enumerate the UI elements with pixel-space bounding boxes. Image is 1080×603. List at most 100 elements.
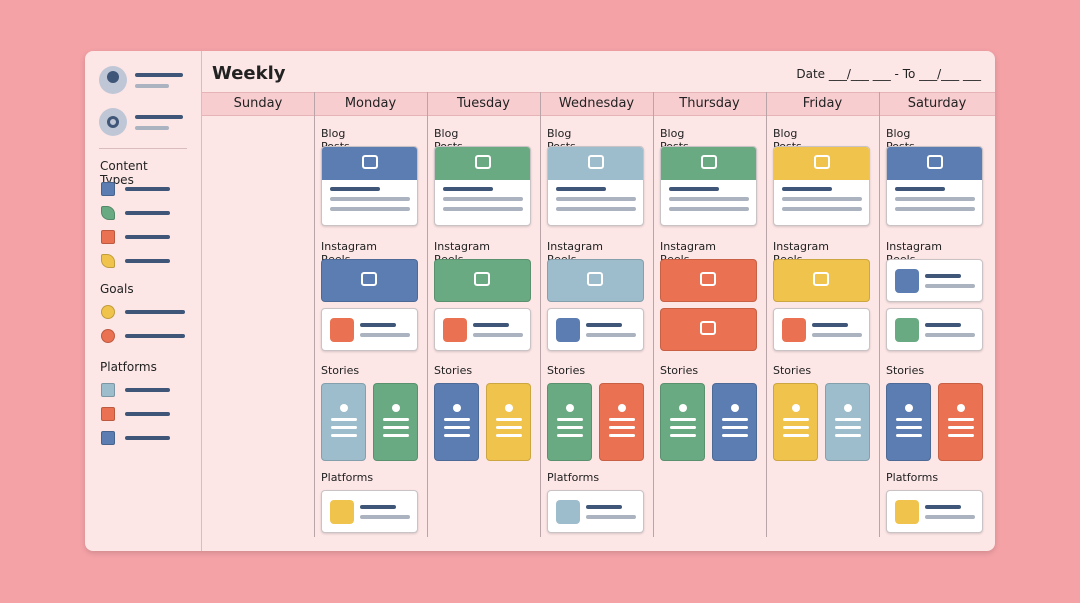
column-divider <box>653 92 654 537</box>
blog-card <box>547 146 644 226</box>
card-bar <box>586 515 636 519</box>
story-line <box>383 418 409 421</box>
story-dot <box>566 404 574 412</box>
story-line <box>557 418 583 421</box>
legend-swatch <box>101 254 115 268</box>
story-line <box>783 434 809 437</box>
reel-card <box>660 308 757 351</box>
story-dot <box>453 404 461 412</box>
story-line <box>609 426 635 429</box>
card-bar <box>812 323 848 327</box>
card <box>321 308 418 351</box>
story-dot <box>905 404 913 412</box>
story-dot <box>792 404 800 412</box>
story-line <box>496 418 522 421</box>
card-bar <box>925 284 975 288</box>
card-bar <box>586 333 636 337</box>
section-label: Stories <box>547 364 586 377</box>
card-bar <box>895 207 975 211</box>
blog-card <box>434 146 531 226</box>
story-line <box>896 418 922 421</box>
title: Weekly <box>212 63 286 84</box>
card-icon <box>700 321 716 335</box>
column-divider <box>766 92 767 537</box>
story-line <box>896 434 922 437</box>
story-line <box>670 434 696 437</box>
card-icon <box>556 318 580 342</box>
legend-bar <box>125 334 185 338</box>
card-icon <box>556 500 580 524</box>
card-bar <box>782 207 862 211</box>
story-card <box>547 383 592 461</box>
card-icon <box>474 272 490 286</box>
legend-swatch <box>101 230 115 244</box>
story-line <box>557 426 583 429</box>
story-dot <box>731 404 739 412</box>
card-icon <box>588 155 604 169</box>
card-icon <box>330 500 354 524</box>
blog-card <box>886 146 983 226</box>
legend-swatch <box>101 407 115 421</box>
story-card <box>321 383 366 461</box>
calendar-panel: Content Types Goals Platforms Weekly Date … <box>85 51 995 551</box>
sidebar-heading: Platforms <box>100 360 157 374</box>
legend-swatch <box>101 206 115 220</box>
card-bar <box>895 187 945 191</box>
card <box>547 490 644 533</box>
story-line <box>670 426 696 429</box>
story-line <box>722 434 748 437</box>
section-label: Platforms <box>321 471 374 484</box>
story-line <box>783 426 809 429</box>
card-icon <box>895 318 919 342</box>
sidebar: Content Types Goals Platforms <box>85 51 202 551</box>
reel-card <box>321 259 418 302</box>
date-range[interactable]: Date ___/___ ___ - To ___/___ ___ <box>796 67 981 81</box>
day-label: Sunday <box>233 96 283 111</box>
reel-card <box>660 259 757 302</box>
legend-bar <box>125 436 170 440</box>
story-line <box>444 434 470 437</box>
card-header <box>661 147 756 180</box>
story-line <box>609 434 635 437</box>
card-bar <box>360 333 410 337</box>
card-bar <box>812 333 862 337</box>
story-line <box>331 434 357 437</box>
avatar <box>99 66 127 94</box>
story-line <box>896 426 922 429</box>
section-label: Platforms <box>886 471 939 484</box>
column-divider <box>314 92 315 537</box>
card-bar <box>586 505 622 509</box>
card-icon <box>587 272 603 286</box>
day-header <box>202 92 995 116</box>
legend-swatch <box>101 383 115 397</box>
card <box>547 308 644 351</box>
story-card <box>599 383 644 461</box>
legend-swatch <box>101 182 115 196</box>
story-card <box>373 383 418 461</box>
story-dot <box>844 404 852 412</box>
story-line <box>670 418 696 421</box>
sidebar-heading: Goals <box>100 282 134 296</box>
card-bar <box>895 197 975 201</box>
day-label: Monday <box>344 96 397 111</box>
card-bar <box>330 187 380 191</box>
story-dot <box>618 404 626 412</box>
reel-card <box>434 259 531 302</box>
story-line <box>835 418 861 421</box>
story-line <box>444 426 470 429</box>
card-icon <box>362 155 378 169</box>
card-header <box>322 147 417 180</box>
story-dot <box>679 404 687 412</box>
story-line <box>835 426 861 429</box>
card-bar <box>360 505 396 509</box>
card-bar <box>443 197 523 201</box>
story-line <box>496 434 522 437</box>
card <box>886 308 983 351</box>
card-bar <box>925 274 961 278</box>
card-bar <box>669 207 749 211</box>
card <box>773 308 870 351</box>
card-bar <box>925 323 961 327</box>
legend-bar <box>125 259 170 263</box>
card-bar <box>473 333 523 337</box>
